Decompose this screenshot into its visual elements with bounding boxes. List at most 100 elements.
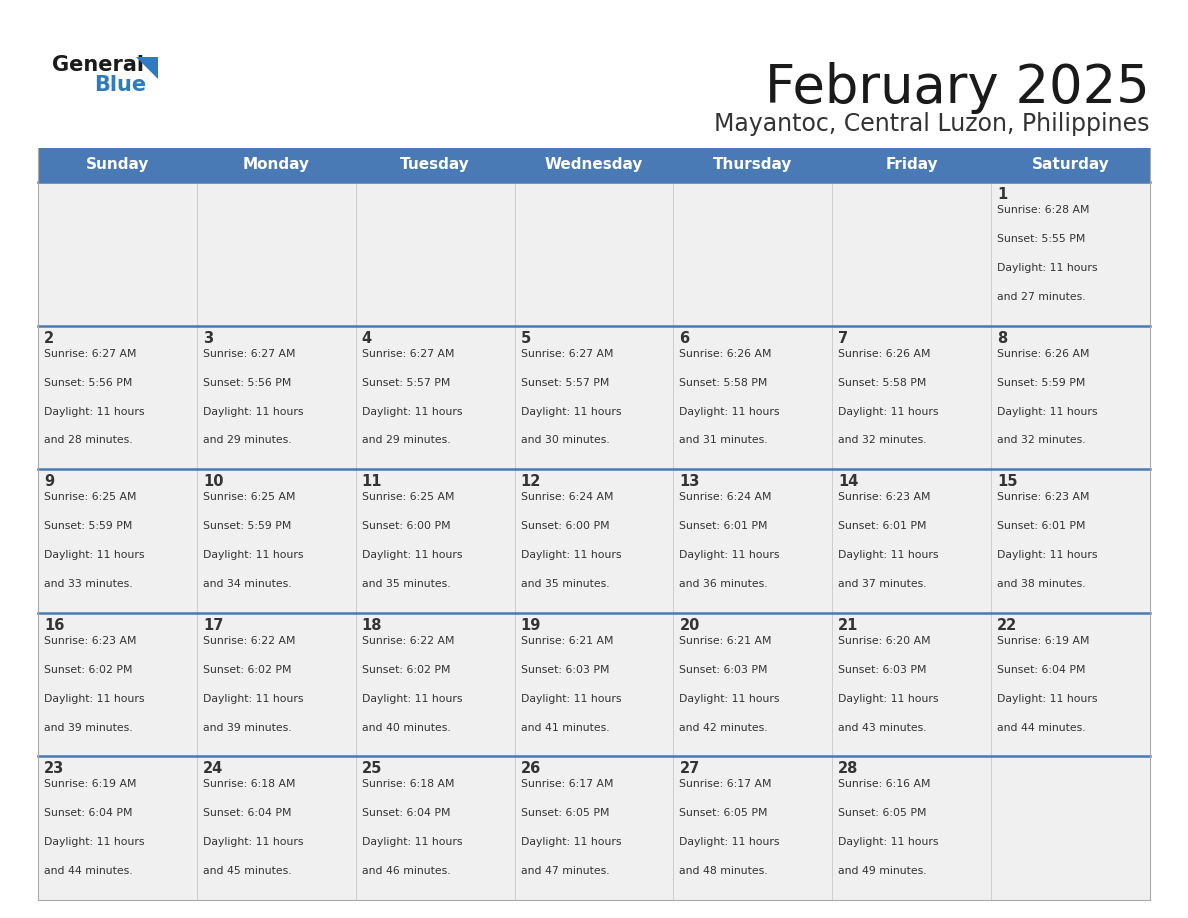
Text: Daylight: 11 hours: Daylight: 11 hours bbox=[839, 550, 939, 560]
Text: Sunrise: 6:25 AM: Sunrise: 6:25 AM bbox=[203, 492, 296, 502]
Text: and 35 minutes.: and 35 minutes. bbox=[361, 579, 450, 589]
Text: Daylight: 11 hours: Daylight: 11 hours bbox=[680, 550, 781, 560]
Text: and 41 minutes.: and 41 minutes. bbox=[520, 722, 609, 733]
Text: 1: 1 bbox=[997, 187, 1007, 202]
Text: 23: 23 bbox=[44, 761, 64, 777]
Text: and 40 minutes.: and 40 minutes. bbox=[361, 722, 450, 733]
Text: Sunset: 6:01 PM: Sunset: 6:01 PM bbox=[839, 521, 927, 532]
Text: and 29 minutes.: and 29 minutes. bbox=[361, 435, 450, 445]
Text: Sunset: 6:02 PM: Sunset: 6:02 PM bbox=[361, 665, 450, 675]
Text: Daylight: 11 hours: Daylight: 11 hours bbox=[361, 694, 462, 704]
Text: 21: 21 bbox=[839, 618, 859, 633]
Text: Daylight: 11 hours: Daylight: 11 hours bbox=[44, 550, 145, 560]
Text: Sunset: 6:00 PM: Sunset: 6:00 PM bbox=[361, 521, 450, 532]
Text: 25: 25 bbox=[361, 761, 383, 777]
Text: Daylight: 11 hours: Daylight: 11 hours bbox=[839, 407, 939, 417]
Text: Saturday: Saturday bbox=[1031, 158, 1110, 173]
Text: Sunset: 5:55 PM: Sunset: 5:55 PM bbox=[997, 234, 1086, 244]
Text: Daylight: 11 hours: Daylight: 11 hours bbox=[44, 837, 145, 847]
Text: Sunrise: 6:22 AM: Sunrise: 6:22 AM bbox=[203, 636, 296, 645]
Text: Daylight: 11 hours: Daylight: 11 hours bbox=[997, 550, 1098, 560]
Text: Sunset: 5:59 PM: Sunset: 5:59 PM bbox=[203, 521, 291, 532]
Text: and 39 minutes.: and 39 minutes. bbox=[203, 722, 291, 733]
Text: Sunrise: 6:26 AM: Sunrise: 6:26 AM bbox=[680, 349, 772, 359]
Text: 8: 8 bbox=[997, 330, 1007, 345]
Text: and 37 minutes.: and 37 minutes. bbox=[839, 579, 927, 589]
Text: and 27 minutes.: and 27 minutes. bbox=[997, 292, 1086, 302]
Text: and 45 minutes.: and 45 minutes. bbox=[203, 867, 291, 877]
Text: Sunrise: 6:24 AM: Sunrise: 6:24 AM bbox=[680, 492, 772, 502]
Text: 18: 18 bbox=[361, 618, 383, 633]
Text: Sunrise: 6:21 AM: Sunrise: 6:21 AM bbox=[520, 636, 613, 645]
Text: Sunrise: 6:23 AM: Sunrise: 6:23 AM bbox=[44, 636, 137, 645]
Text: Sunrise: 6:23 AM: Sunrise: 6:23 AM bbox=[839, 492, 930, 502]
Text: 10: 10 bbox=[203, 475, 223, 489]
Text: Sunrise: 6:25 AM: Sunrise: 6:25 AM bbox=[361, 492, 454, 502]
Text: Sunset: 5:59 PM: Sunset: 5:59 PM bbox=[997, 377, 1086, 387]
Text: and 42 minutes.: and 42 minutes. bbox=[680, 722, 769, 733]
Text: Sunset: 6:04 PM: Sunset: 6:04 PM bbox=[997, 665, 1086, 675]
Bar bbox=[38, 756, 1150, 900]
Text: and 32 minutes.: and 32 minutes. bbox=[839, 435, 927, 445]
Text: and 36 minutes.: and 36 minutes. bbox=[680, 579, 769, 589]
Text: Sunset: 6:04 PM: Sunset: 6:04 PM bbox=[203, 809, 291, 818]
Text: Sunset: 5:56 PM: Sunset: 5:56 PM bbox=[203, 377, 291, 387]
Text: 3: 3 bbox=[203, 330, 213, 345]
Text: Daylight: 11 hours: Daylight: 11 hours bbox=[44, 407, 145, 417]
Text: 15: 15 bbox=[997, 475, 1018, 489]
Text: Sunrise: 6:21 AM: Sunrise: 6:21 AM bbox=[680, 636, 772, 645]
Text: and 48 minutes.: and 48 minutes. bbox=[680, 867, 769, 877]
Text: Sunset: 6:05 PM: Sunset: 6:05 PM bbox=[520, 809, 609, 818]
Text: Sunset: 6:03 PM: Sunset: 6:03 PM bbox=[520, 665, 609, 675]
Text: Daylight: 11 hours: Daylight: 11 hours bbox=[839, 837, 939, 847]
Text: and 29 minutes.: and 29 minutes. bbox=[203, 435, 291, 445]
Text: Sunset: 6:05 PM: Sunset: 6:05 PM bbox=[839, 809, 927, 818]
Text: and 47 minutes.: and 47 minutes. bbox=[520, 867, 609, 877]
Text: 12: 12 bbox=[520, 475, 541, 489]
Text: Friday: Friday bbox=[885, 158, 939, 173]
Text: Mayantoc, Central Luzon, Philippines: Mayantoc, Central Luzon, Philippines bbox=[714, 112, 1150, 136]
Text: Daylight: 11 hours: Daylight: 11 hours bbox=[997, 263, 1098, 273]
Text: 13: 13 bbox=[680, 475, 700, 489]
Text: Sunset: 6:01 PM: Sunset: 6:01 PM bbox=[997, 521, 1086, 532]
Text: Sunrise: 6:27 AM: Sunrise: 6:27 AM bbox=[44, 349, 137, 359]
Text: Monday: Monday bbox=[242, 158, 310, 173]
Text: Sunset: 6:02 PM: Sunset: 6:02 PM bbox=[44, 665, 133, 675]
Text: 27: 27 bbox=[680, 761, 700, 777]
Text: Daylight: 11 hours: Daylight: 11 hours bbox=[361, 837, 462, 847]
Text: Sunrise: 6:19 AM: Sunrise: 6:19 AM bbox=[44, 779, 137, 789]
Text: Sunrise: 6:18 AM: Sunrise: 6:18 AM bbox=[361, 779, 454, 789]
Text: Daylight: 11 hours: Daylight: 11 hours bbox=[680, 407, 781, 417]
Text: and 34 minutes.: and 34 minutes. bbox=[203, 579, 291, 589]
Text: and 30 minutes.: and 30 minutes. bbox=[520, 435, 609, 445]
Text: Daylight: 11 hours: Daylight: 11 hours bbox=[203, 550, 303, 560]
Text: 6: 6 bbox=[680, 330, 689, 345]
Text: and 33 minutes.: and 33 minutes. bbox=[44, 579, 133, 589]
Bar bbox=[38, 182, 1150, 326]
Text: Sunset: 5:58 PM: Sunset: 5:58 PM bbox=[680, 377, 767, 387]
Polygon shape bbox=[135, 57, 158, 79]
Text: 5: 5 bbox=[520, 330, 531, 345]
Text: 14: 14 bbox=[839, 475, 859, 489]
Text: 24: 24 bbox=[203, 761, 223, 777]
Text: 16: 16 bbox=[44, 618, 64, 633]
Text: and 49 minutes.: and 49 minutes. bbox=[839, 867, 927, 877]
Text: Sunrise: 6:17 AM: Sunrise: 6:17 AM bbox=[520, 779, 613, 789]
Text: Sunrise: 6:26 AM: Sunrise: 6:26 AM bbox=[839, 349, 930, 359]
Text: Daylight: 11 hours: Daylight: 11 hours bbox=[680, 694, 781, 704]
Bar bbox=[38, 613, 1150, 756]
Text: Sunset: 6:04 PM: Sunset: 6:04 PM bbox=[44, 809, 133, 818]
Text: Daylight: 11 hours: Daylight: 11 hours bbox=[203, 837, 303, 847]
Text: and 44 minutes.: and 44 minutes. bbox=[997, 722, 1086, 733]
Text: Daylight: 11 hours: Daylight: 11 hours bbox=[203, 407, 303, 417]
Text: Sunrise: 6:27 AM: Sunrise: 6:27 AM bbox=[361, 349, 454, 359]
Text: 26: 26 bbox=[520, 761, 541, 777]
Text: 19: 19 bbox=[520, 618, 541, 633]
Text: Daylight: 11 hours: Daylight: 11 hours bbox=[839, 694, 939, 704]
Text: Daylight: 11 hours: Daylight: 11 hours bbox=[520, 837, 621, 847]
Text: Daylight: 11 hours: Daylight: 11 hours bbox=[361, 407, 462, 417]
Text: 7: 7 bbox=[839, 330, 848, 345]
Text: Sunrise: 6:22 AM: Sunrise: 6:22 AM bbox=[361, 636, 454, 645]
Bar bbox=[38, 469, 1150, 613]
Text: and 35 minutes.: and 35 minutes. bbox=[520, 579, 609, 589]
